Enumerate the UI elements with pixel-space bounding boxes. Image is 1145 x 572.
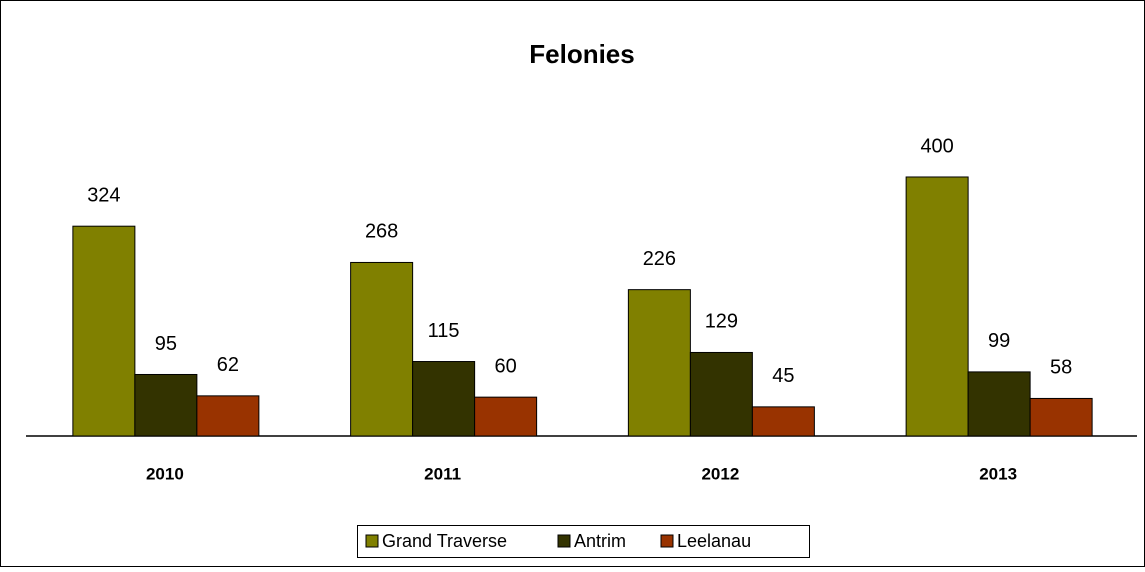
value-label: 129	[705, 311, 738, 333]
value-label: 226	[643, 248, 676, 270]
x-tick-label: 2011	[424, 464, 461, 483]
value-label: 115	[428, 320, 460, 342]
value-label: 45	[772, 365, 794, 387]
value-label: 60	[495, 355, 517, 377]
bar	[627, 289, 691, 437]
value-label: 62	[217, 354, 239, 376]
value-label: 95	[155, 333, 177, 355]
chart-title: Felonies	[529, 39, 634, 69]
bar	[689, 351, 753, 437]
bar	[72, 225, 136, 437]
bar	[196, 395, 260, 437]
value-label: 99	[988, 330, 1010, 352]
bar	[412, 361, 476, 437]
bar	[967, 371, 1031, 437]
legend-label: Antrim	[574, 531, 626, 551]
bar	[751, 406, 815, 437]
bar	[350, 261, 414, 437]
legend-label: Leelanau	[677, 531, 751, 551]
value-label: 324	[87, 184, 120, 206]
value-label: 400	[920, 135, 953, 157]
x-tick-label: 2010	[146, 464, 184, 483]
legend-swatch	[557, 534, 571, 548]
bar	[1029, 397, 1093, 437]
value-label: 58	[1050, 357, 1072, 379]
bar	[474, 396, 538, 437]
x-tick-label: 2012	[701, 464, 739, 483]
x-tick-label: 2013	[979, 464, 1017, 483]
legend	[357, 525, 810, 558]
value-label: 268	[365, 221, 398, 243]
legend-swatch	[660, 534, 674, 548]
legend-label: Grand Traverse	[382, 531, 507, 551]
legend-swatch	[365, 534, 379, 548]
bar	[905, 176, 969, 437]
bar	[134, 373, 198, 437]
